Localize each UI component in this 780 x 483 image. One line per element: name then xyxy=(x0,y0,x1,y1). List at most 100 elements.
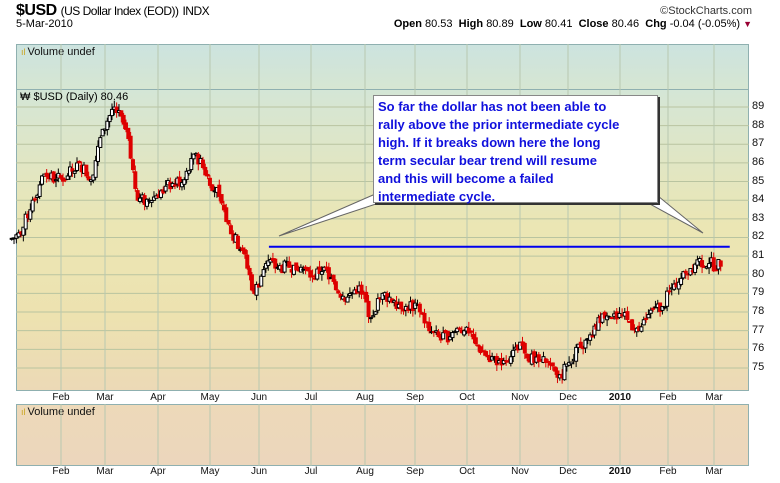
candle-body xyxy=(203,166,208,176)
candle-body xyxy=(326,267,331,280)
candle-body xyxy=(555,370,560,378)
candle-body xyxy=(319,271,324,275)
candle-body xyxy=(553,366,558,372)
candle-body xyxy=(525,353,530,359)
candle-body xyxy=(399,301,404,310)
candle-body xyxy=(345,296,350,303)
candle-icon: ₩ xyxy=(20,91,31,103)
month-tick-label: Mar xyxy=(705,466,723,477)
candle-body xyxy=(114,106,119,114)
candle-body xyxy=(641,319,646,326)
price-tick-label: 78 xyxy=(752,305,765,318)
candle-body xyxy=(310,275,315,278)
candle-body xyxy=(366,300,371,318)
candle-body xyxy=(522,342,527,354)
candle-body xyxy=(219,194,224,204)
candle-body xyxy=(693,263,698,273)
candle-body xyxy=(133,171,138,189)
candle-body xyxy=(121,114,126,125)
candle-body xyxy=(249,274,254,291)
candle-body xyxy=(301,268,306,271)
candle-body xyxy=(609,317,614,320)
candle-body xyxy=(51,171,56,183)
candle-body xyxy=(228,225,233,235)
price-tick-label: 75 xyxy=(752,360,765,373)
month-tick-label: Aug xyxy=(356,392,374,403)
month-tick-label: Mar xyxy=(96,392,114,403)
candle-body xyxy=(207,177,212,186)
candle-body xyxy=(72,170,77,174)
candle-body xyxy=(427,321,432,332)
candle-body xyxy=(182,179,187,185)
candle-body xyxy=(546,360,551,363)
volume-icon: ıl xyxy=(21,47,26,57)
candle-body xyxy=(30,199,35,212)
candle-body xyxy=(217,184,222,197)
candle-body xyxy=(205,173,210,177)
candle-body xyxy=(287,261,292,268)
candle-body xyxy=(109,108,114,117)
candle-body xyxy=(543,358,548,363)
symbol-title: $USD (US Dollar Index (EOD)) INDX xyxy=(16,2,210,19)
candle-body xyxy=(158,190,163,198)
down-triangle-icon: ▼ xyxy=(743,19,752,29)
month-tick-label: Sep xyxy=(406,466,424,477)
price-tick-label: 79 xyxy=(752,286,765,299)
month-tick-label: Jun xyxy=(250,392,268,403)
candle-body xyxy=(625,311,630,320)
month-tick-label: Jun xyxy=(250,466,268,477)
candle-body xyxy=(74,162,79,171)
candle-body xyxy=(639,326,644,332)
volume-panel-top: ıl Volume undef xyxy=(16,44,749,90)
candle-body xyxy=(70,168,75,172)
price-tick-label: 86 xyxy=(752,155,765,168)
candle-body xyxy=(331,274,336,282)
price-tick-label: 81 xyxy=(752,249,765,262)
candle-body xyxy=(473,337,478,345)
candle-body xyxy=(28,209,33,220)
candle-body xyxy=(436,331,441,338)
candle-body xyxy=(98,137,103,148)
candle-body xyxy=(373,311,378,315)
candle-body xyxy=(95,145,100,162)
candle-body xyxy=(273,258,278,269)
candle-body xyxy=(511,349,516,357)
candle-body xyxy=(471,333,476,340)
month-tick-label: Sep xyxy=(406,392,424,403)
candle-body xyxy=(259,275,264,287)
candle-body xyxy=(189,158,194,171)
price-tick-label: 85 xyxy=(752,174,765,187)
candle-body xyxy=(707,263,712,269)
candle-body xyxy=(714,269,719,272)
candle-body xyxy=(651,307,656,310)
candle-body xyxy=(128,135,133,159)
price-tick-label: 80 xyxy=(752,267,765,280)
candle-body xyxy=(119,110,124,117)
month-tick-label: Feb xyxy=(52,466,70,477)
candle-body xyxy=(676,281,681,290)
price-tick-label: 84 xyxy=(752,193,765,206)
month-tick-label: Nov xyxy=(511,392,529,403)
month-tick-label: Feb xyxy=(52,392,70,403)
candle-body xyxy=(242,249,247,255)
month-tick-label: Dec xyxy=(559,392,577,403)
candle-body xyxy=(602,311,607,319)
month-tick-label: Apr xyxy=(150,392,166,403)
candle-body xyxy=(667,290,672,293)
candle-body xyxy=(695,259,700,266)
annotation-box: So far the dollar has not been able to r… xyxy=(373,95,658,204)
volume-panel-bottom: ıl Volume undef xyxy=(16,404,749,466)
candle-body xyxy=(123,122,128,130)
candle-body xyxy=(662,306,667,309)
candle-body xyxy=(630,319,635,331)
candle-body xyxy=(590,335,595,338)
candle-body xyxy=(455,327,460,333)
candle-body xyxy=(226,220,231,225)
candle-body xyxy=(562,363,567,381)
copyright: ©StockCharts.com xyxy=(660,5,752,17)
candle-body xyxy=(33,198,38,201)
candle-body xyxy=(683,270,688,274)
candle-body xyxy=(476,344,481,347)
candle-body xyxy=(93,160,98,178)
candle-body xyxy=(126,127,131,140)
